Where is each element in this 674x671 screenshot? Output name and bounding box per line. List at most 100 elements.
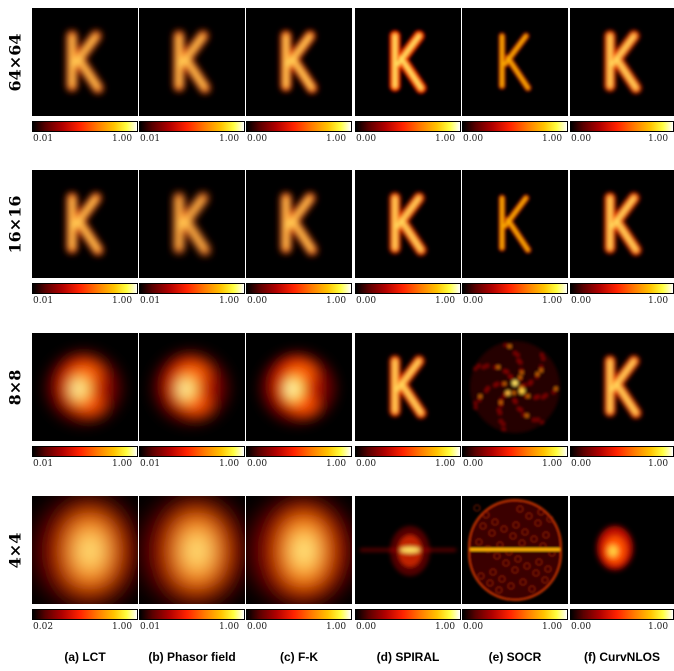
colorbar: [246, 609, 352, 620]
colorbar: [570, 446, 674, 457]
intensity-blob: [539, 365, 543, 369]
reconstruction-image: [462, 170, 568, 278]
intensity-blob: [507, 582, 515, 590]
intensity-blob: [500, 382, 504, 386]
intensity-blob: [479, 522, 487, 530]
intensity-blob: [608, 545, 618, 557]
colorbar-min-label: 0.01: [140, 134, 161, 144]
intensity-blob: [287, 382, 297, 396]
intensity-blob: [495, 382, 499, 386]
reconstructed-k-shape: [393, 196, 423, 252]
column-caption: (a) LCT: [64, 650, 106, 664]
intensity-blob: [498, 411, 502, 415]
reconstructed-k-shape: [500, 34, 530, 90]
intensity-blob: [488, 529, 496, 537]
colorbar-min-label: 0.00: [463, 622, 484, 632]
colorbar-min-label: 0.01: [140, 296, 161, 306]
colorbar-max-label: 1.00: [326, 296, 347, 306]
intensity-blob: [501, 422, 505, 426]
intensity-blob: [503, 369, 507, 373]
row-label-text: 4×4: [5, 532, 25, 568]
intensity-blob: [526, 394, 530, 398]
image-background: [462, 170, 568, 278]
reconstruction-image: [462, 496, 568, 604]
intensity-blob: [499, 400, 503, 404]
colorbar-max-label: 1.00: [648, 622, 669, 632]
colorbar-min-label: 0.00: [356, 622, 377, 632]
image-background: [462, 8, 568, 116]
intensity-blob: [493, 552, 501, 560]
intensity-blob: [533, 396, 537, 400]
intensity-blob: [473, 401, 477, 405]
intensity-blob: [523, 562, 531, 570]
intensity-blob: [530, 535, 538, 543]
intensity-blob: [523, 383, 527, 387]
reconstructed-k-shape: [177, 34, 207, 90]
row-label: 64×64: [0, 8, 30, 116]
column-caption: (b) Phasor field: [148, 650, 236, 664]
intensity-blob: [537, 508, 545, 516]
reconstructed-k-shape: [608, 359, 638, 415]
intensity-blob: [518, 361, 522, 365]
intensity-blob: [519, 368, 523, 372]
intensity-blob: [524, 394, 528, 398]
intensity-blob: [541, 357, 545, 361]
reconstructed-k-shape: [393, 34, 423, 90]
colorbar-max-label: 1.00: [112, 134, 133, 144]
intensity-blob: [544, 393, 548, 397]
intensity-blob: [552, 390, 556, 394]
colorbar: [570, 283, 674, 294]
reconstructed-k-shape: [284, 34, 314, 90]
colorbar-max-label: 1.00: [648, 296, 669, 306]
intensity-blob: [73, 382, 83, 396]
intensity-blob: [541, 395, 545, 399]
intensity-blob: [470, 341, 560, 433]
intensity-blob: [477, 572, 485, 580]
intensity-blob: [554, 387, 558, 391]
intensity-blob: [477, 398, 481, 402]
intensity-blob: [493, 383, 497, 387]
intensity-blob: [489, 568, 497, 576]
intensity-blob: [532, 569, 540, 577]
column-caption: (e) SOCR: [488, 650, 542, 664]
reconstruction-image: [32, 8, 138, 116]
colorbar-min-label: 0.00: [356, 134, 377, 144]
colorbar-min-label: 0.00: [571, 622, 592, 632]
intensity-blob: [528, 585, 536, 593]
intensity-blob: [502, 559, 510, 567]
reconstruction-image: [462, 333, 568, 441]
colorbar-max-label: 1.00: [219, 622, 240, 632]
intensity-blob: [512, 380, 518, 386]
colorbar-min-label: 0.00: [463, 296, 484, 306]
intensity-blob: [541, 576, 549, 584]
intensity-blob: [486, 386, 490, 390]
reconstructed-k-shape: [70, 34, 100, 90]
colorbar: [355, 121, 461, 132]
intensity-blob: [296, 535, 312, 567]
intensity-blob: [520, 370, 524, 374]
colorbar: [462, 609, 568, 620]
intensity-blob: [542, 531, 550, 539]
row-label: 4×4: [0, 496, 30, 604]
colorbar: [32, 283, 138, 294]
colorbar-min-label: 0.00: [356, 459, 377, 469]
intensity-blob: [502, 428, 506, 432]
intensity-blob: [514, 400, 518, 404]
intensity-blob: [473, 406, 477, 410]
intensity-blob: [512, 521, 520, 529]
reconstructed-k-shape: [70, 196, 100, 252]
colorbar-max-label: 1.00: [435, 622, 456, 632]
colorbar-min-label: 0.01: [140, 459, 161, 469]
colorbar: [32, 446, 138, 457]
intensity-blob: [516, 353, 520, 357]
row-label-text: 8×8: [5, 369, 25, 405]
colorbar-min-label: 0.01: [33, 459, 54, 469]
colorbar-max-label: 1.00: [112, 459, 133, 469]
intensity-blob: [518, 377, 522, 381]
intensity-blob: [400, 547, 420, 553]
row-label-text: 64×64: [5, 33, 25, 91]
reconstructed-k-shape: [177, 196, 207, 252]
colorbar-min-label: 0.00: [571, 459, 592, 469]
intensity-blob: [502, 394, 506, 398]
intensity-blob: [536, 395, 540, 399]
